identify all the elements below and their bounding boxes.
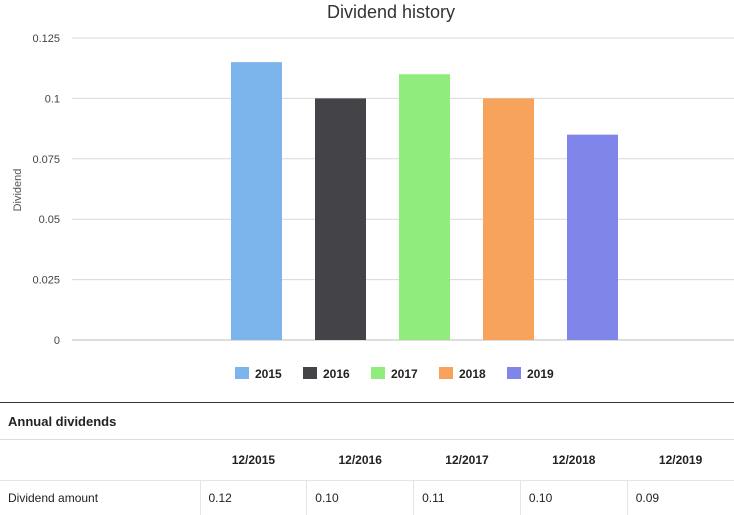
section-title: Annual dividends <box>0 402 734 440</box>
bar-2017[interactable] <box>399 74 450 340</box>
legend-swatch-2016[interactable] <box>303 367 317 379</box>
y-tick-label: 0.025 <box>32 275 60 287</box>
y-tick-label: 0.05 <box>39 214 60 226</box>
bars-layer <box>231 62 618 340</box>
row-label: Dividend amount <box>0 481 200 515</box>
table-header-blank <box>0 440 200 481</box>
legend: 2015 2016 2017 2018 2019 <box>235 367 554 381</box>
legend-swatch-2015[interactable] <box>235 367 249 379</box>
y-tick-label: 0.1 <box>45 93 60 105</box>
dividend-value: 0.10 <box>307 481 414 515</box>
column-header: 12/2017 <box>414 440 521 481</box>
y-tick-label: 0.125 <box>32 33 60 45</box>
bar-2018[interactable] <box>483 98 534 340</box>
y-tick-label: 0.075 <box>32 154 60 166</box>
column-header: 12/2015 <box>200 440 307 481</box>
y-axis-title: Dividend <box>12 169 24 212</box>
legend-label-2018[interactable]: 2018 <box>459 367 486 381</box>
legend-label-2019[interactable]: 2019 <box>527 367 554 381</box>
column-header: 12/2016 <box>307 440 414 481</box>
dividend-value: 0.10 <box>520 481 627 515</box>
legend-swatch-2018[interactable] <box>439 367 453 379</box>
legend-label-2017[interactable]: 2017 <box>391 367 418 381</box>
dividend-value: 0.12 <box>200 481 307 515</box>
dividend-chart: Dividend history Dividend 0 0.025 0.05 0.07… <box>0 0 734 400</box>
column-header: 12/2019 <box>627 440 734 481</box>
dividend-value: 0.11 <box>414 481 521 515</box>
legend-swatch-2017[interactable] <box>371 367 385 379</box>
bar-2016[interactable] <box>315 98 366 340</box>
legend-label-2016[interactable]: 2016 <box>323 367 350 381</box>
legend-label-2015[interactable]: 2015 <box>255 367 282 381</box>
grid-layer: 0 0.025 0.05 0.075 0.1 0.125 <box>32 33 734 347</box>
chart-title: Dividend history <box>327 2 455 22</box>
y-tick-label: 0 <box>54 335 60 347</box>
legend-swatch-2019[interactable] <box>507 367 521 379</box>
bar-2015[interactable] <box>231 62 282 340</box>
bar-2019[interactable] <box>567 135 618 340</box>
dividend-value: 0.09 <box>627 481 734 515</box>
column-header: 12/2018 <box>520 440 627 481</box>
